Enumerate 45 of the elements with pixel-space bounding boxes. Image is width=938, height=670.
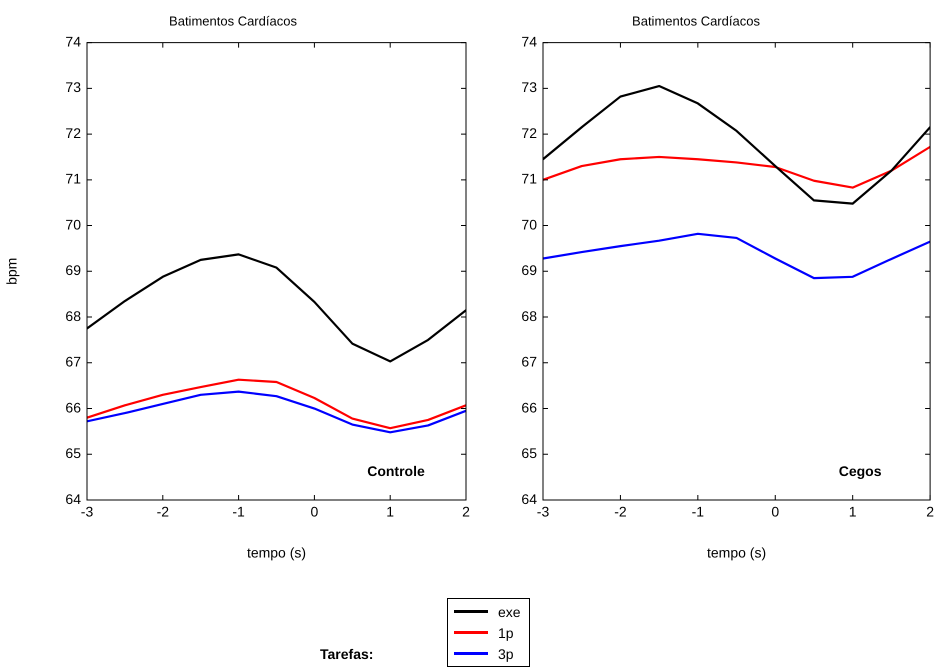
legend-title: Tarefas:	[320, 646, 374, 662]
y-tick-label: 72	[521, 124, 538, 141]
y-tick-label: 71	[521, 170, 538, 187]
x-tick-label: -1	[692, 503, 704, 520]
legend-label: 1p	[498, 624, 514, 640]
y-tick-label: 70	[521, 216, 538, 232]
y-tick-label: 68	[65, 308, 82, 324]
y-tick-label: 69	[521, 262, 538, 278]
y-tick-label: 71	[65, 170, 82, 187]
chart-title: Batimentos Cardíacos	[169, 13, 298, 28]
y-tick-label: 74	[65, 33, 82, 50]
y-tick-label: 64	[65, 490, 82, 507]
y-tick-label: 67	[521, 354, 538, 370]
x-tick-label: 2	[462, 503, 470, 520]
x-tick-label: 1	[386, 503, 394, 520]
x-tick-label: 2	[926, 503, 934, 520]
x-tick-label: 1	[848, 503, 857, 520]
y-tick-label: 64	[521, 490, 538, 507]
x-axis-title: tempo (s)	[246, 544, 306, 560]
chart-title: Batimentos Cardíacos	[632, 13, 760, 28]
y-tick-label: 74	[521, 33, 538, 50]
y-tick-label: 73	[521, 79, 538, 96]
x-tick-label: -3	[80, 503, 94, 520]
y-tick-label: 68	[521, 308, 538, 324]
y-tick-label: 65	[521, 445, 538, 462]
y-tick-label: 65	[65, 445, 82, 462]
legend-label: 3p	[498, 646, 514, 662]
y-tick-label: 70	[65, 216, 82, 232]
x-tick-label: -1	[232, 503, 246, 520]
x-tick-label: -3	[536, 503, 550, 520]
y-tick-label: 72	[65, 124, 82, 141]
x-tick-label: 0	[771, 503, 780, 520]
x-tick-label: 0	[310, 503, 318, 520]
x-tick-label: -2	[156, 503, 170, 520]
x-axis-title: tempo (s)	[706, 544, 766, 560]
y-tick-label: 73	[65, 79, 82, 96]
y-tick-label: 67	[65, 354, 82, 370]
annotation: Cegos	[838, 462, 882, 479]
y-tick-label: 66	[521, 399, 538, 416]
annotation: Controle	[367, 462, 425, 479]
y-tick-label: 69	[65, 262, 82, 278]
y-tick-label: 66	[65, 399, 82, 416]
x-tick-label: -2	[614, 503, 627, 520]
y-axis-title: bpm	[3, 258, 20, 285]
legend-label: exe	[498, 604, 521, 620]
